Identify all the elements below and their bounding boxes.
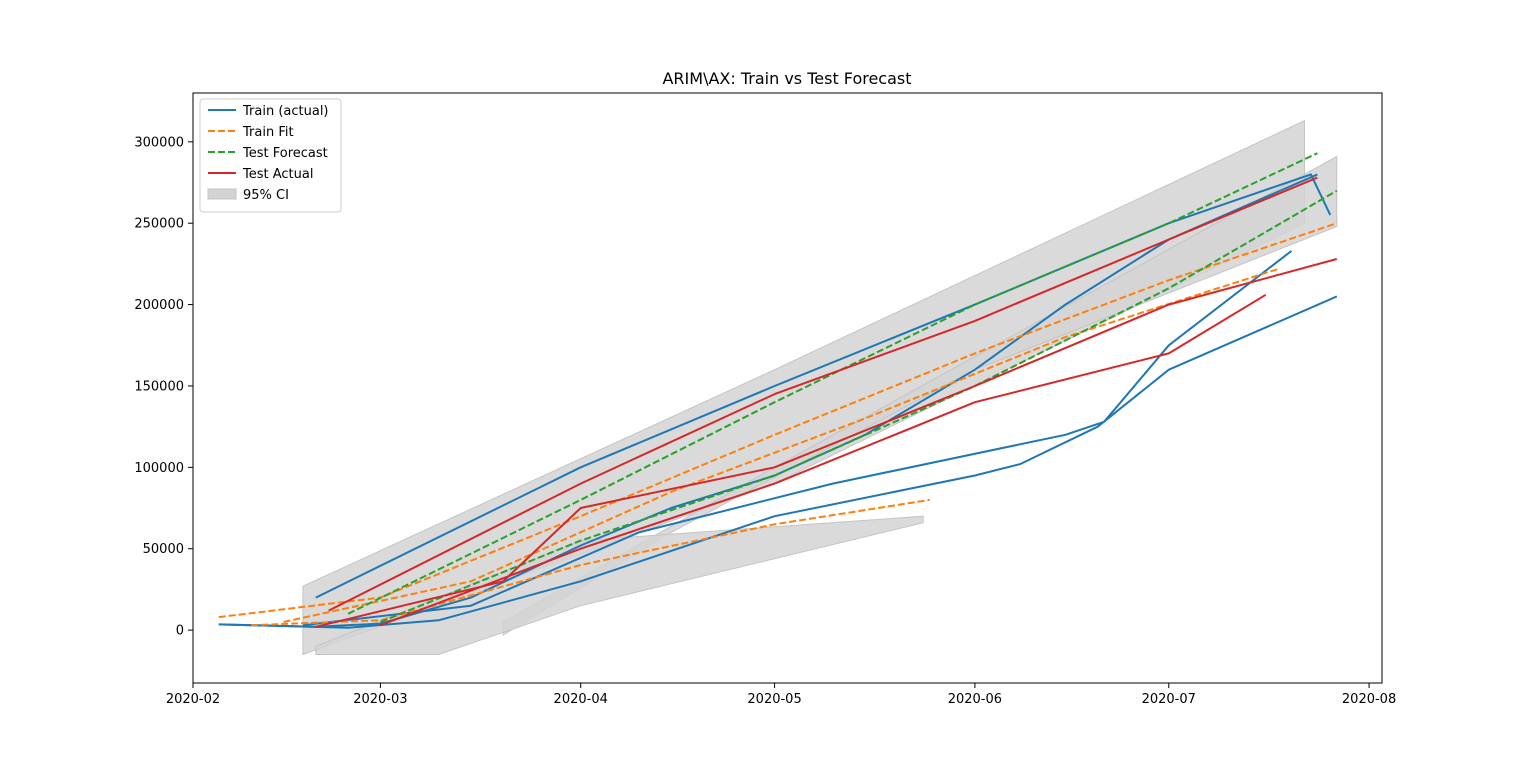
series-line-3: [302, 250, 1293, 627]
series-line-6: [283, 267, 1279, 623]
x-tick-label: 2020-02: [166, 692, 220, 707]
series-line-11: [380, 293, 1267, 627]
x-tick-label: 2020-04: [554, 692, 608, 707]
x-tick-label: 2020-07: [1142, 692, 1196, 707]
series-line-0: [218, 173, 1318, 628]
series-lines: [218, 152, 1338, 629]
series-line-7: [347, 152, 1318, 615]
series-line-1: [218, 295, 1338, 629]
x-tick-label: 2020-05: [747, 692, 801, 707]
y-tick-label: 100000: [134, 461, 184, 476]
series-line-8: [380, 189, 1338, 623]
x-tick-label: 2020-06: [948, 692, 1002, 707]
x-tick-label: 2020-08: [1342, 692, 1396, 707]
x-tick-label: 2020-03: [353, 692, 407, 707]
y-axis: 0 50000 100000 150000 200000 250000 300000: [134, 135, 193, 639]
y-tick-label: 0: [176, 624, 184, 639]
plot-frame: [192, 92, 1383, 684]
legend-swatch: [207, 188, 237, 200]
y-tick-label: 250000: [134, 217, 184, 232]
x-axis: 2020-02 2020-03 2020-04 2020-05 2020-06 2020-…: [166, 683, 1396, 707]
series-line-10: [328, 176, 1318, 612]
legend-box: [199, 98, 342, 213]
y-tick-label: 200000: [134, 298, 184, 313]
ci-bands: [302, 119, 1338, 656]
chart-title: ARIM\AX: Train vs Test Forecast: [662, 69, 911, 88]
legend-label: Test Actual: [242, 167, 313, 182]
y-tick-label: 150000: [134, 379, 184, 394]
legend: Train (actual) Train Fit Test Forecast Test…: [199, 98, 342, 213]
legend-label: Test Forecast: [242, 146, 328, 161]
y-tick-label: 300000: [134, 135, 184, 150]
legend-label: Train (actual): [242, 104, 329, 119]
series-line-9: [315, 258, 1338, 628]
series-line-2: [315, 173, 1332, 599]
y-tick-label: 50000: [143, 542, 184, 557]
ci-band-2: [315, 515, 924, 655]
legend-label: 95% CI: [243, 188, 289, 203]
legend-label: Train Fit: [242, 125, 294, 140]
